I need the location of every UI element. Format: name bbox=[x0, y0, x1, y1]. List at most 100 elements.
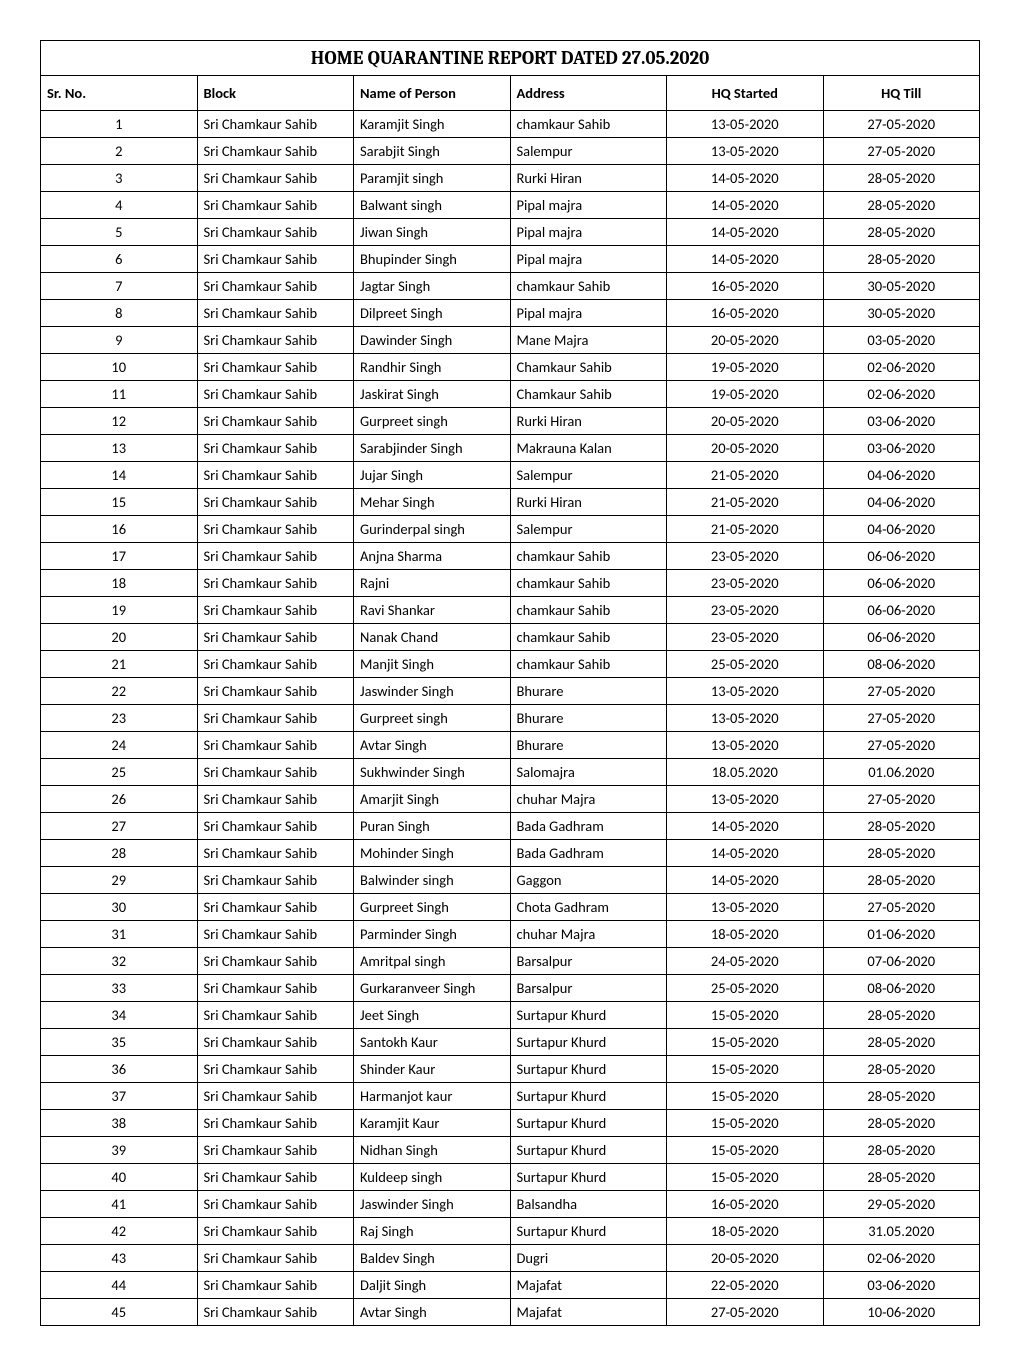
cell: 13-05-2020 bbox=[667, 786, 824, 813]
cell: Sri Chamkaur Sahib bbox=[197, 759, 354, 786]
cell: 04-06-2020 bbox=[823, 516, 980, 543]
cell: 03-05-2020 bbox=[823, 327, 980, 354]
table-row: 21Sri Chamkaur SahibManjit Singhchamkaur… bbox=[41, 651, 980, 678]
title-row: HOME QUARANTINE REPORT DATED 27.05.2020 bbox=[41, 41, 980, 76]
cell: Sri Chamkaur Sahib bbox=[197, 246, 354, 273]
cell: 27-05-2020 bbox=[667, 1299, 824, 1326]
cell: Chota Gadhram bbox=[510, 894, 667, 921]
cell: chamkaur Sahib bbox=[510, 624, 667, 651]
cell: Sri Chamkaur Sahib bbox=[197, 138, 354, 165]
cell: Mehar Singh bbox=[354, 489, 511, 516]
cell: 27-05-2020 bbox=[823, 894, 980, 921]
cell: 27-05-2020 bbox=[823, 678, 980, 705]
col-header-address: Address bbox=[510, 76, 667, 111]
cell: Sri Chamkaur Sahib bbox=[197, 678, 354, 705]
report-title: HOME QUARANTINE REPORT DATED 27.05.2020 bbox=[41, 41, 980, 76]
cell: Sri Chamkaur Sahib bbox=[197, 192, 354, 219]
cell: Sri Chamkaur Sahib bbox=[197, 327, 354, 354]
cell: 03-06-2020 bbox=[823, 408, 980, 435]
cell: 4 bbox=[41, 192, 198, 219]
cell: Paramjit singh bbox=[354, 165, 511, 192]
table-row: 39Sri Chamkaur SahibNidhan SinghSurtapur… bbox=[41, 1137, 980, 1164]
cell: 19 bbox=[41, 597, 198, 624]
cell: Harmanjot kaur bbox=[354, 1083, 511, 1110]
cell: 40 bbox=[41, 1164, 198, 1191]
cell: 28-05-2020 bbox=[823, 1110, 980, 1137]
cell: Parminder Singh bbox=[354, 921, 511, 948]
cell: 28-05-2020 bbox=[823, 246, 980, 273]
cell: 03-06-2020 bbox=[823, 435, 980, 462]
cell: 23-05-2020 bbox=[667, 624, 824, 651]
cell: 21-05-2020 bbox=[667, 489, 824, 516]
cell: Santokh Kaur bbox=[354, 1029, 511, 1056]
table-row: 20Sri Chamkaur SahibNanak Chandchamkaur … bbox=[41, 624, 980, 651]
cell: 16-05-2020 bbox=[667, 1191, 824, 1218]
cell: Rurki Hiran bbox=[510, 165, 667, 192]
cell: Sri Chamkaur Sahib bbox=[197, 705, 354, 732]
cell: 28-05-2020 bbox=[823, 840, 980, 867]
cell: 31.05.2020 bbox=[823, 1218, 980, 1245]
cell: Sri Chamkaur Sahib bbox=[197, 354, 354, 381]
cell: Jaskirat Singh bbox=[354, 381, 511, 408]
cell: Sri Chamkaur Sahib bbox=[197, 597, 354, 624]
cell: Sri Chamkaur Sahib bbox=[197, 489, 354, 516]
table-row: 40Sri Chamkaur SahibKuldeep singhSurtapu… bbox=[41, 1164, 980, 1191]
cell: 41 bbox=[41, 1191, 198, 1218]
cell: 01-06-2020 bbox=[823, 921, 980, 948]
table-row: 41Sri Chamkaur SahibJaswinder SinghBalsa… bbox=[41, 1191, 980, 1218]
cell: Jaswinder Singh bbox=[354, 678, 511, 705]
cell: Sri Chamkaur Sahib bbox=[197, 165, 354, 192]
header-row: Sr. No. Block Name of Person Address HQ … bbox=[41, 76, 980, 111]
cell: Sri Chamkaur Sahib bbox=[197, 1056, 354, 1083]
cell: Bada Gadhram bbox=[510, 840, 667, 867]
cell: chamkaur Sahib bbox=[510, 597, 667, 624]
cell: 28-05-2020 bbox=[823, 1056, 980, 1083]
cell: 20-05-2020 bbox=[667, 408, 824, 435]
cell: 10-06-2020 bbox=[823, 1299, 980, 1326]
cell: 14-05-2020 bbox=[667, 192, 824, 219]
cell: Sri Chamkaur Sahib bbox=[197, 543, 354, 570]
cell: Sri Chamkaur Sahib bbox=[197, 1218, 354, 1245]
cell: 13-05-2020 bbox=[667, 138, 824, 165]
cell: Sri Chamkaur Sahib bbox=[197, 300, 354, 327]
cell: Sri Chamkaur Sahib bbox=[197, 462, 354, 489]
cell: Sri Chamkaur Sahib bbox=[197, 894, 354, 921]
cell: Sri Chamkaur Sahib bbox=[197, 219, 354, 246]
table-row: 31Sri Chamkaur SahibParminder Singhchuha… bbox=[41, 921, 980, 948]
cell: 13-05-2020 bbox=[667, 111, 824, 138]
table-row: 45Sri Chamkaur SahibAvtar SinghMajafat27… bbox=[41, 1299, 980, 1326]
cell: 28-05-2020 bbox=[823, 867, 980, 894]
cell: chamkaur Sahib bbox=[510, 543, 667, 570]
cell: Sri Chamkaur Sahib bbox=[197, 1137, 354, 1164]
cell: 27-05-2020 bbox=[823, 732, 980, 759]
cell: Rurki Hiran bbox=[510, 489, 667, 516]
cell: Sri Chamkaur Sahib bbox=[197, 1272, 354, 1299]
cell: 04-06-2020 bbox=[823, 489, 980, 516]
cell: chamkaur Sahib bbox=[510, 570, 667, 597]
cell: 16 bbox=[41, 516, 198, 543]
cell: 39 bbox=[41, 1137, 198, 1164]
cell: 02-06-2020 bbox=[823, 354, 980, 381]
table-row: 27Sri Chamkaur SahibPuran SinghBada Gadh… bbox=[41, 813, 980, 840]
cell: Randhir Singh bbox=[354, 354, 511, 381]
table-row: 32Sri Chamkaur SahibAmritpal singhBarsal… bbox=[41, 948, 980, 975]
cell: 14-05-2020 bbox=[667, 246, 824, 273]
cell: Avtar Singh bbox=[354, 1299, 511, 1326]
cell: Bhupinder Singh bbox=[354, 246, 511, 273]
cell: 27-05-2020 bbox=[823, 111, 980, 138]
cell: 15 bbox=[41, 489, 198, 516]
col-header-hqtill: HQ Till bbox=[823, 76, 980, 111]
cell: 20-05-2020 bbox=[667, 435, 824, 462]
cell: Sri Chamkaur Sahib bbox=[197, 570, 354, 597]
cell: Majafat bbox=[510, 1299, 667, 1326]
table-row: 11Sri Chamkaur SahibJaskirat SinghChamka… bbox=[41, 381, 980, 408]
table-row: 5Sri Chamkaur SahibJiwan SinghPipal majr… bbox=[41, 219, 980, 246]
cell: 37 bbox=[41, 1083, 198, 1110]
cell: 27 bbox=[41, 813, 198, 840]
cell: 36 bbox=[41, 1056, 198, 1083]
cell: Surtapur Khurd bbox=[510, 1056, 667, 1083]
cell: Makrauna Kalan bbox=[510, 435, 667, 462]
cell: Amritpal singh bbox=[354, 948, 511, 975]
table-row: 19Sri Chamkaur SahibRavi Shankarchamkaur… bbox=[41, 597, 980, 624]
table-row: 10Sri Chamkaur SahibRandhir SinghChamkau… bbox=[41, 354, 980, 381]
